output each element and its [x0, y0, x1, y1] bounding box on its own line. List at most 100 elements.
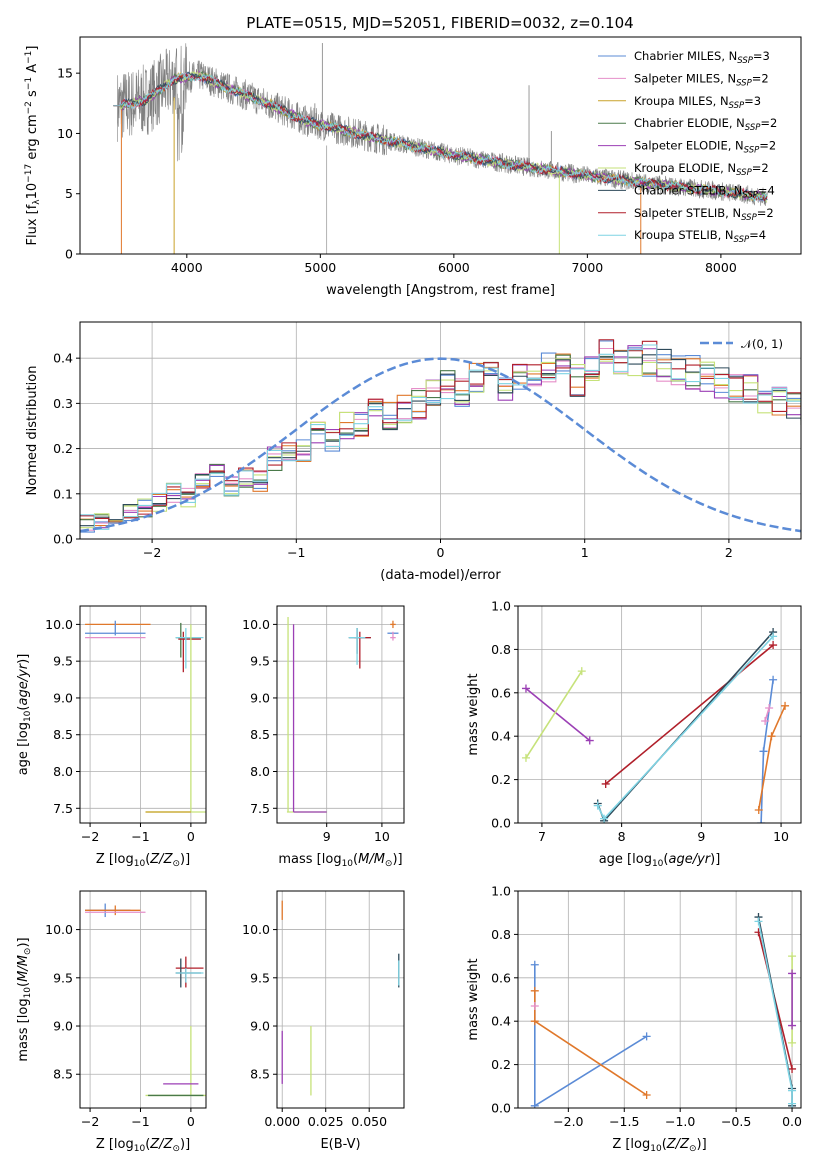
label-part: ( [145, 852, 150, 867]
series-line [533, 990, 648, 1096]
x-tick-label: −0.5 [721, 1114, 751, 1129]
x-axis-label: E(B-V) [320, 1137, 360, 1152]
x-tick-label: −1.5 [609, 1114, 639, 1129]
x-tick-label: 0.0 [782, 1114, 802, 1129]
label-part: )] [710, 852, 720, 867]
y-tick-label: 8.5 [250, 1067, 270, 1082]
y-tick-label: 7.5 [53, 801, 73, 816]
x-tick-label: 0 [187, 1114, 195, 1129]
label-part: 10 [134, 859, 146, 869]
label-part: 10 [342, 859, 354, 869]
label-part: 10 [650, 1144, 662, 1154]
legend-entry: Kroupa MILES, NSSP=3 [634, 94, 761, 111]
plot-area [281, 900, 400, 1096]
legend-sub: SSP [745, 123, 761, 133]
legend-sub: SSP [741, 213, 757, 223]
data-marker [788, 1064, 797, 1073]
y-tick-label: 10 [57, 126, 73, 141]
x-tick-label: −1 [131, 1114, 149, 1129]
model-spectrum [113, 72, 768, 202]
y-tick-label: 8.0 [250, 764, 270, 779]
data-marker [788, 969, 797, 978]
legend-sub: SSP [744, 146, 760, 156]
x-axis-label: Z [log10(Z/Z⊙)] [96, 852, 190, 869]
legend-name: Chabrier STELIB, N [634, 183, 742, 197]
label-part: ⊙ [172, 859, 180, 869]
label-part: −1 [24, 51, 34, 64]
y-tick-label: 9.0 [250, 1019, 270, 1034]
y-tick-label: 7.5 [250, 801, 270, 816]
legend-entry: Salpeter ELODIE, NSSP=2 [634, 139, 776, 156]
y-axis-label: Normed distribution [25, 366, 40, 496]
histogram-series [80, 349, 801, 527]
legend-entry: Salpeter STELIB, NSSP=2 [634, 206, 774, 223]
plot-area [85, 620, 206, 813]
legend-entry: Chabrier STELIB, NSSP=4 [634, 183, 775, 200]
label-part: age [log [599, 852, 652, 867]
y-tick-label: 1.0 [491, 884, 511, 899]
label-part: )] [180, 852, 190, 867]
label-part: age/yr [668, 852, 711, 867]
label-part: E(B-V) [320, 1137, 360, 1152]
label-part: ] [25, 46, 40, 51]
axes-frame [79, 890, 207, 1109]
y-tick-label: 10.0 [242, 922, 270, 937]
data-marker [769, 675, 778, 684]
data-marker [521, 684, 530, 693]
data-marker [642, 1032, 651, 1041]
x-tick-label: 1 [581, 545, 589, 560]
legend-entry: 𝒩(0, 1) [741, 337, 783, 351]
x-tick-label: 7 [538, 829, 546, 844]
axes-frame [276, 890, 405, 1109]
x-tick-label: 7000 [571, 260, 603, 275]
x-tick-label: 8000 [705, 260, 737, 275]
mass-vs-Z-panel: −2 −1 08.59.09.510.0Z [log10(Z/Z⊙)]mass [l… [16, 890, 207, 1154]
x-tick-label: 5000 [304, 260, 336, 275]
data-marker [577, 667, 586, 676]
y-tick-label: 10.0 [242, 617, 270, 632]
x-tick-label: −2 [143, 545, 161, 560]
label-part: Z [log [96, 852, 134, 867]
y-tick-label: 0 [65, 247, 73, 262]
x-tick-label: 8 [618, 829, 626, 844]
y-tick-label: 9.5 [250, 970, 270, 985]
label-part: mass [log [16, 998, 31, 1061]
legend-entry: Kroupa STELIB, NSSP=4 [634, 228, 766, 245]
data-marker [761, 717, 770, 726]
legend-sub: SSP [742, 190, 758, 200]
legend-name: Kroupa ELODIE, N [634, 161, 736, 175]
label-part: Z/Z [149, 1137, 173, 1152]
legend-value: =3 [744, 94, 761, 108]
series-line [525, 687, 591, 742]
legend-sub: SSP [734, 235, 750, 245]
label-part: ⊙ [172, 1144, 180, 1154]
series-line [762, 679, 774, 752]
label-part: ( [145, 1137, 150, 1152]
y-tick-label: 0.8 [491, 642, 511, 657]
y-axis-label: age [log10(age/yr)] [16, 654, 33, 776]
y-tick-label: 0.6 [491, 970, 511, 985]
y-tick-label: 0.1 [53, 486, 73, 501]
y-tick-label: 9.5 [250, 654, 270, 669]
data-marker [759, 747, 768, 756]
x-tick-label: 6000 [438, 260, 470, 275]
y-tick-label: 0.0 [53, 532, 73, 547]
plot-area [113, 43, 768, 254]
data-marker [788, 1021, 797, 1030]
y-tick-label: 8.5 [53, 1067, 73, 1082]
x-axis-label: mass [log10(M/M⊙)] [278, 852, 402, 869]
y-tick-label: 0.2 [53, 441, 73, 456]
y-tick-label: 0.8 [491, 927, 511, 942]
axes-frame [276, 605, 405, 824]
data-marker [600, 814, 609, 823]
y-tick-label: 8.0 [53, 764, 73, 779]
legend-sub: SSP [737, 56, 753, 66]
y-tick-label: 0.3 [53, 396, 73, 411]
y-tick-label: 0.2 [491, 1057, 511, 1072]
plot-area [521, 628, 790, 823]
x-axis-label: age [log10(age/yr)] [599, 852, 721, 869]
y-axis-label: mass [log10(M/M⊙)] [16, 937, 33, 1061]
label-part: mass [log [278, 852, 341, 867]
